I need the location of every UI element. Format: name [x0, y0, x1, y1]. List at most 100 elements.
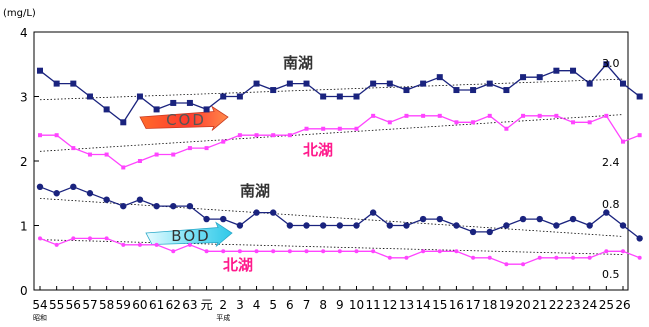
data-point-cod_north [504, 126, 509, 131]
x-tick-label: 6 [286, 298, 294, 312]
x-tick-label: 24 [582, 298, 597, 312]
data-point-cod_south [386, 80, 393, 87]
data-point-bod_south [419, 215, 427, 223]
data-point-bod_south [120, 202, 127, 210]
data-point-cod_south [303, 80, 310, 87]
data-point-bod_south [253, 209, 260, 216]
data-point-bod_south [469, 228, 477, 236]
x-tick-label: 4 [253, 298, 261, 312]
x-tick-label: 8 [319, 298, 327, 312]
data-point-cod_south [170, 99, 177, 106]
data-point-cod_south [320, 93, 327, 100]
data-point-cod_north [471, 120, 476, 125]
data-point-bod_north [171, 249, 176, 254]
x-tick-label: 13 [399, 298, 414, 312]
era-note: 平成 [216, 313, 230, 322]
trend-line-bod_north [39, 239, 624, 255]
x-tick-label: 18 [482, 298, 497, 312]
data-point-cod_north [287, 133, 292, 138]
data-point-cod_north [404, 113, 409, 118]
data-point-cod_south [453, 87, 460, 94]
data-point-bod_north [54, 242, 59, 247]
data-point-bod_north [554, 255, 559, 260]
data-point-cod_south [636, 93, 643, 100]
data-point-cod_south [53, 80, 60, 87]
data-point-cod_north [637, 133, 642, 138]
data-point-bod_north [504, 262, 509, 267]
data-point-cod_south [603, 61, 610, 68]
data-point-cod_south [236, 93, 243, 100]
data-point-bod_south [569, 215, 577, 223]
group-arrow [139, 105, 229, 131]
data-point-cod_south [436, 74, 443, 81]
data-point-bod_south [536, 215, 543, 223]
data-point-bod_north [221, 249, 226, 254]
data-point-cod_south [620, 80, 626, 87]
data-point-bod_north [237, 249, 242, 254]
x-tick-label: 11 [366, 298, 381, 312]
data-point-cod_south [370, 80, 377, 87]
series-lines [36, 61, 643, 267]
data-point-bod_south [503, 222, 510, 229]
trend-line-bod_south [39, 198, 624, 237]
data-point-cod_south [420, 80, 427, 87]
data-point-bod_north [387, 255, 392, 260]
data-point-cod_south [486, 80, 493, 87]
y-tick-label: 2 [20, 155, 28, 169]
trend-line-cod_south [39, 78, 624, 101]
series-line-bod_south [39, 186, 641, 239]
y-tick-label: 0 [20, 284, 28, 298]
data-point-bod_north [637, 255, 642, 260]
data-point-bod_north [154, 242, 159, 247]
x-tick-label: 19 [499, 298, 514, 312]
data-point-bod_south [303, 222, 310, 229]
data-point-bod_north [471, 255, 476, 260]
data-point-bod_south [270, 209, 277, 216]
data-point-cod_north [254, 133, 259, 138]
data-point-bod_south [319, 222, 327, 229]
data-point-cod_south [586, 80, 593, 87]
x-tick-label: 5 [269, 298, 277, 312]
data-point-bod_south [36, 183, 44, 190]
data-point-bod_north [587, 255, 592, 260]
data-point-cod_north [137, 159, 142, 163]
data-point-bod_south [353, 222, 360, 229]
data-point-bod_north [404, 255, 409, 260]
data-point-cod_north [104, 152, 109, 157]
x-tick-label: 17 [465, 298, 480, 312]
data-point-bod_north [537, 255, 542, 260]
data-point-bod_north [104, 236, 109, 241]
x-tick-label: 26 [615, 298, 630, 312]
group-label-bod: BOD [171, 227, 210, 245]
data-point-cod_south [503, 87, 510, 94]
y-tick-label: 4 [20, 26, 28, 40]
data-point-bod_south [619, 222, 627, 229]
x-tick-label: 22 [549, 298, 564, 312]
data-point-bod_south [369, 209, 377, 216]
x-tick-label: 7 [303, 298, 311, 312]
data-point-bod_north [604, 249, 609, 254]
data-point-bod_north [621, 249, 625, 254]
data-point-cod_north [87, 152, 92, 157]
data-point-bod_north [187, 242, 192, 247]
data-point-bod_north [254, 249, 259, 254]
data-point-cod_north [454, 120, 459, 125]
data-point-bod_north [38, 236, 42, 241]
data-point-bod_south [70, 183, 77, 190]
data-point-cod_north [171, 152, 176, 157]
data-point-bod_north [421, 249, 426, 254]
data-point-bod_south [103, 196, 110, 203]
data-point-bod_south [136, 196, 144, 203]
x-tick-label: 16 [449, 298, 464, 312]
data-point-bod_south [153, 202, 160, 210]
data-point-cod_south [136, 93, 143, 100]
data-point-cod_north [221, 139, 226, 144]
end-value-cod_south: 3.0 [602, 57, 620, 70]
x-tick-label: 21 [532, 298, 547, 312]
data-point-cod_south [570, 67, 577, 74]
x-tick-label: 58 [99, 298, 114, 312]
data-point-bod_south [436, 215, 443, 223]
data-point-bod_south [86, 190, 94, 197]
